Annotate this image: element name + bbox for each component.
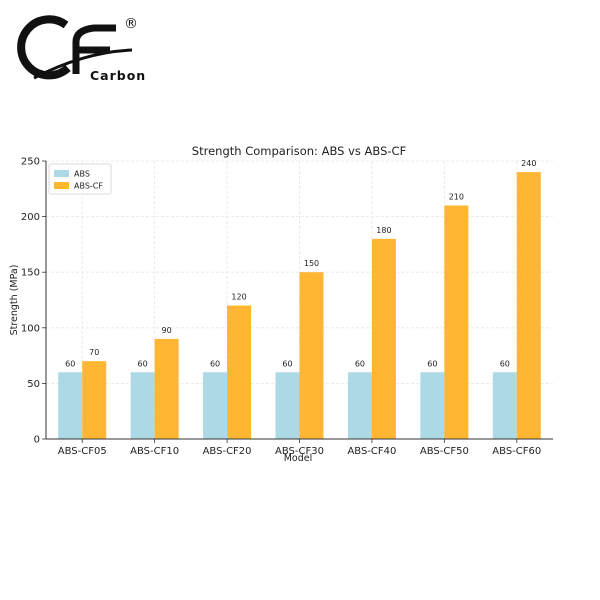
legend-swatch-abs: [54, 170, 69, 177]
bar-abs-cf-abs-cf30: [299, 272, 324, 439]
data-label: 180: [376, 226, 391, 235]
legend: ABS ABS-CF: [48, 163, 112, 195]
data-label: 60: [500, 359, 510, 368]
x-tick-label: ABS-CF40: [347, 446, 396, 457]
bar-abs-abs-cf20: [203, 372, 228, 439]
chart-title: Strength Comparison: ABS vs ABS-CF: [192, 144, 406, 158]
data-label: 60: [282, 359, 292, 368]
y-tick-label: 200: [21, 212, 40, 223]
data-label: 210: [449, 192, 464, 201]
legend-label-abs: ABS: [74, 170, 90, 179]
data-label: 120: [231, 293, 246, 302]
y-tick-label: 250: [21, 157, 40, 168]
y-tick-label: 150: [21, 268, 40, 279]
x-tick-label: ABS-CF60: [492, 446, 541, 457]
x-axis-title: Model: [284, 453, 313, 464]
brand-name: Carbon: [90, 68, 146, 83]
y-tick-label: 0: [34, 435, 40, 446]
x-tick-label: ABS-CF05: [58, 446, 107, 457]
strength-bar-chart: Strength Comparison: ABS vs ABS-CF 0 50 10…: [9, 144, 553, 464]
bar-abs-cf-abs-cf60: [516, 172, 541, 439]
x-tick-label: ABS-CF30: [275, 446, 324, 457]
x-tick-label: ABS-CF50: [420, 446, 469, 457]
x-tick-label: ABS-CF20: [203, 446, 252, 457]
data-label: 70: [89, 348, 99, 357]
data-label: 60: [138, 359, 148, 368]
bar-abs-cf-abs-cf40: [371, 238, 396, 439]
bar-abs-abs-cf60: [492, 372, 517, 439]
data-label: 240: [521, 159, 536, 168]
bar-abs-cf-abs-cf50: [444, 205, 469, 439]
brand-logo: ® Carbon: [14, 12, 149, 84]
x-tick-label: ABS-CF10: [130, 446, 179, 457]
bar-abs-abs-cf30: [275, 372, 300, 439]
bar-abs-abs-cf50: [420, 372, 445, 439]
y-axis-title: Strength (MPa): [9, 265, 20, 336]
data-label: 60: [427, 359, 437, 368]
bar-abs-cf-abs-cf20: [227, 305, 252, 439]
bar-abs-abs-cf40: [347, 372, 372, 439]
axes: [42, 160, 553, 443]
data-label: 90: [162, 326, 172, 335]
bar-abs-abs-cf10: [130, 372, 155, 439]
legend-swatch-abs-cf: [54, 182, 69, 189]
bar-abs-cf-abs-cf10: [154, 338, 179, 439]
bars: [58, 172, 541, 439]
y-tick-label: 50: [27, 379, 40, 390]
labels: 0 50 100 150 200 250 60 70 ABS-CF05 60 90 ABS-CF10 6…: [21, 157, 541, 458]
legend-label-abs-cf: ABS-CF: [74, 182, 103, 191]
bar-abs-abs-cf05: [58, 372, 83, 439]
data-label: 150: [304, 259, 319, 268]
cf-logo-mark: ® Carbon: [17, 15, 146, 83]
y-tick-label: 100: [21, 323, 40, 334]
bar-abs-cf-abs-cf05: [82, 361, 107, 439]
data-label: 60: [355, 359, 365, 368]
data-label: 60: [210, 359, 220, 368]
data-label: 60: [65, 359, 75, 368]
registered-mark: ®: [124, 16, 138, 32]
